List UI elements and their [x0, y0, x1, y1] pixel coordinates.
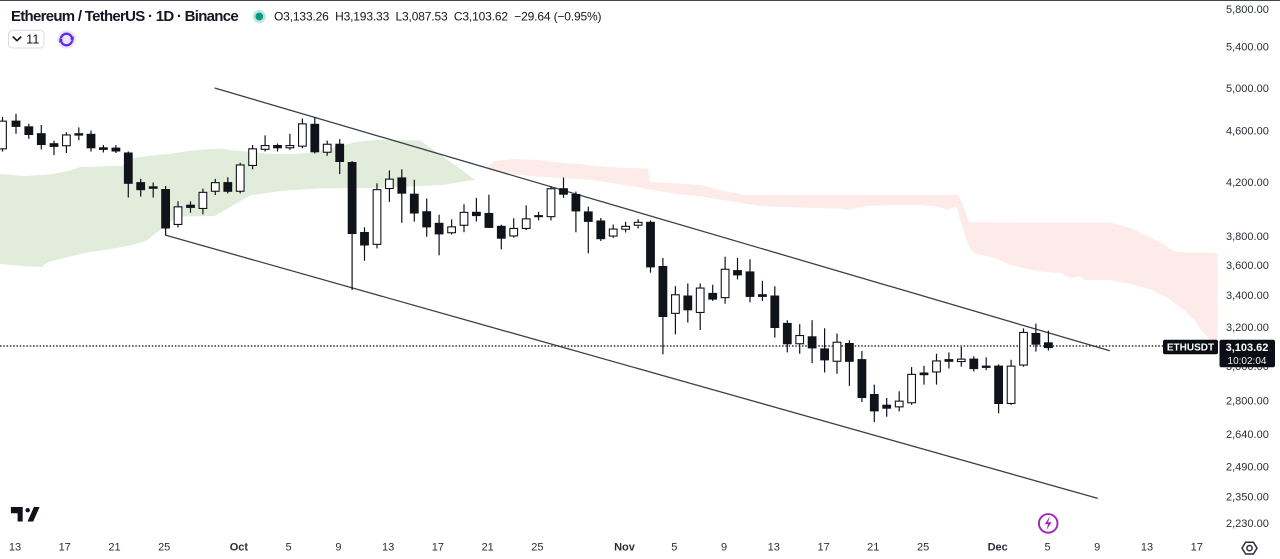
svg-text:17: 17 [817, 541, 829, 553]
svg-text:11: 11 [26, 31, 40, 46]
svg-text:13: 13 [9, 541, 21, 553]
svg-text:17: 17 [432, 541, 444, 553]
svg-text:5,800.00: 5,800.00 [1226, 4, 1269, 16]
svg-text:13: 13 [1141, 541, 1153, 553]
svg-text:21: 21 [482, 541, 494, 553]
svg-text:Oct: Oct [230, 541, 249, 553]
svg-text:17: 17 [1191, 541, 1203, 553]
svg-text:Ethereum / TetherUS · 1D · Bin: Ethereum / TetherUS · 1D · Binance [11, 8, 238, 25]
svg-text:13: 13 [382, 541, 394, 553]
svg-text:9: 9 [721, 541, 727, 553]
svg-text:2,350.00: 2,350.00 [1226, 492, 1269, 504]
svg-text:21: 21 [867, 541, 879, 553]
svg-text:ETHUSDT: ETHUSDT [1167, 343, 1214, 354]
svg-text:17: 17 [59, 541, 71, 553]
svg-text:5: 5 [671, 541, 677, 553]
svg-text:2,490.00: 2,490.00 [1226, 461, 1269, 473]
svg-text:2,230.00: 2,230.00 [1226, 518, 1269, 530]
svg-text:25: 25 [917, 541, 929, 553]
svg-text:9: 9 [335, 541, 341, 553]
svg-text:5: 5 [286, 541, 292, 553]
svg-text:5,400.00: 5,400.00 [1226, 41, 1269, 53]
svg-text:O3,133.26 H3,193.33 L3,087.5: O3,133.26 H3,193.33 L3,087.53 C3,103.62 … [274, 10, 602, 24]
svg-text:3,200.00: 3,200.00 [1226, 322, 1269, 334]
svg-text:Dec: Dec [988, 541, 1008, 553]
svg-text:25: 25 [158, 541, 170, 553]
svg-text:3,103.62: 3,103.62 [1226, 342, 1269, 354]
svg-text:10:02:04: 10:02:04 [1228, 356, 1267, 367]
svg-text:5: 5 [1044, 541, 1050, 553]
svg-text:3,400.00: 3,400.00 [1226, 290, 1269, 302]
svg-text:2,800.00: 2,800.00 [1226, 396, 1269, 408]
svg-text:4,200.00: 4,200.00 [1226, 177, 1269, 189]
svg-text:25: 25 [531, 541, 543, 553]
svg-text:4,600.00: 4,600.00 [1226, 125, 1269, 137]
svg-text:13: 13 [768, 541, 780, 553]
svg-text:Nov: Nov [614, 541, 636, 553]
svg-text:3,800.00: 3,800.00 [1226, 231, 1269, 243]
svg-text:9: 9 [1094, 541, 1100, 553]
svg-text:2,640.00: 2,640.00 [1226, 429, 1269, 441]
svg-text:21: 21 [108, 541, 120, 553]
svg-text:3,600.00: 3,600.00 [1226, 260, 1269, 272]
svg-text:5,000.00: 5,000.00 [1226, 83, 1269, 95]
